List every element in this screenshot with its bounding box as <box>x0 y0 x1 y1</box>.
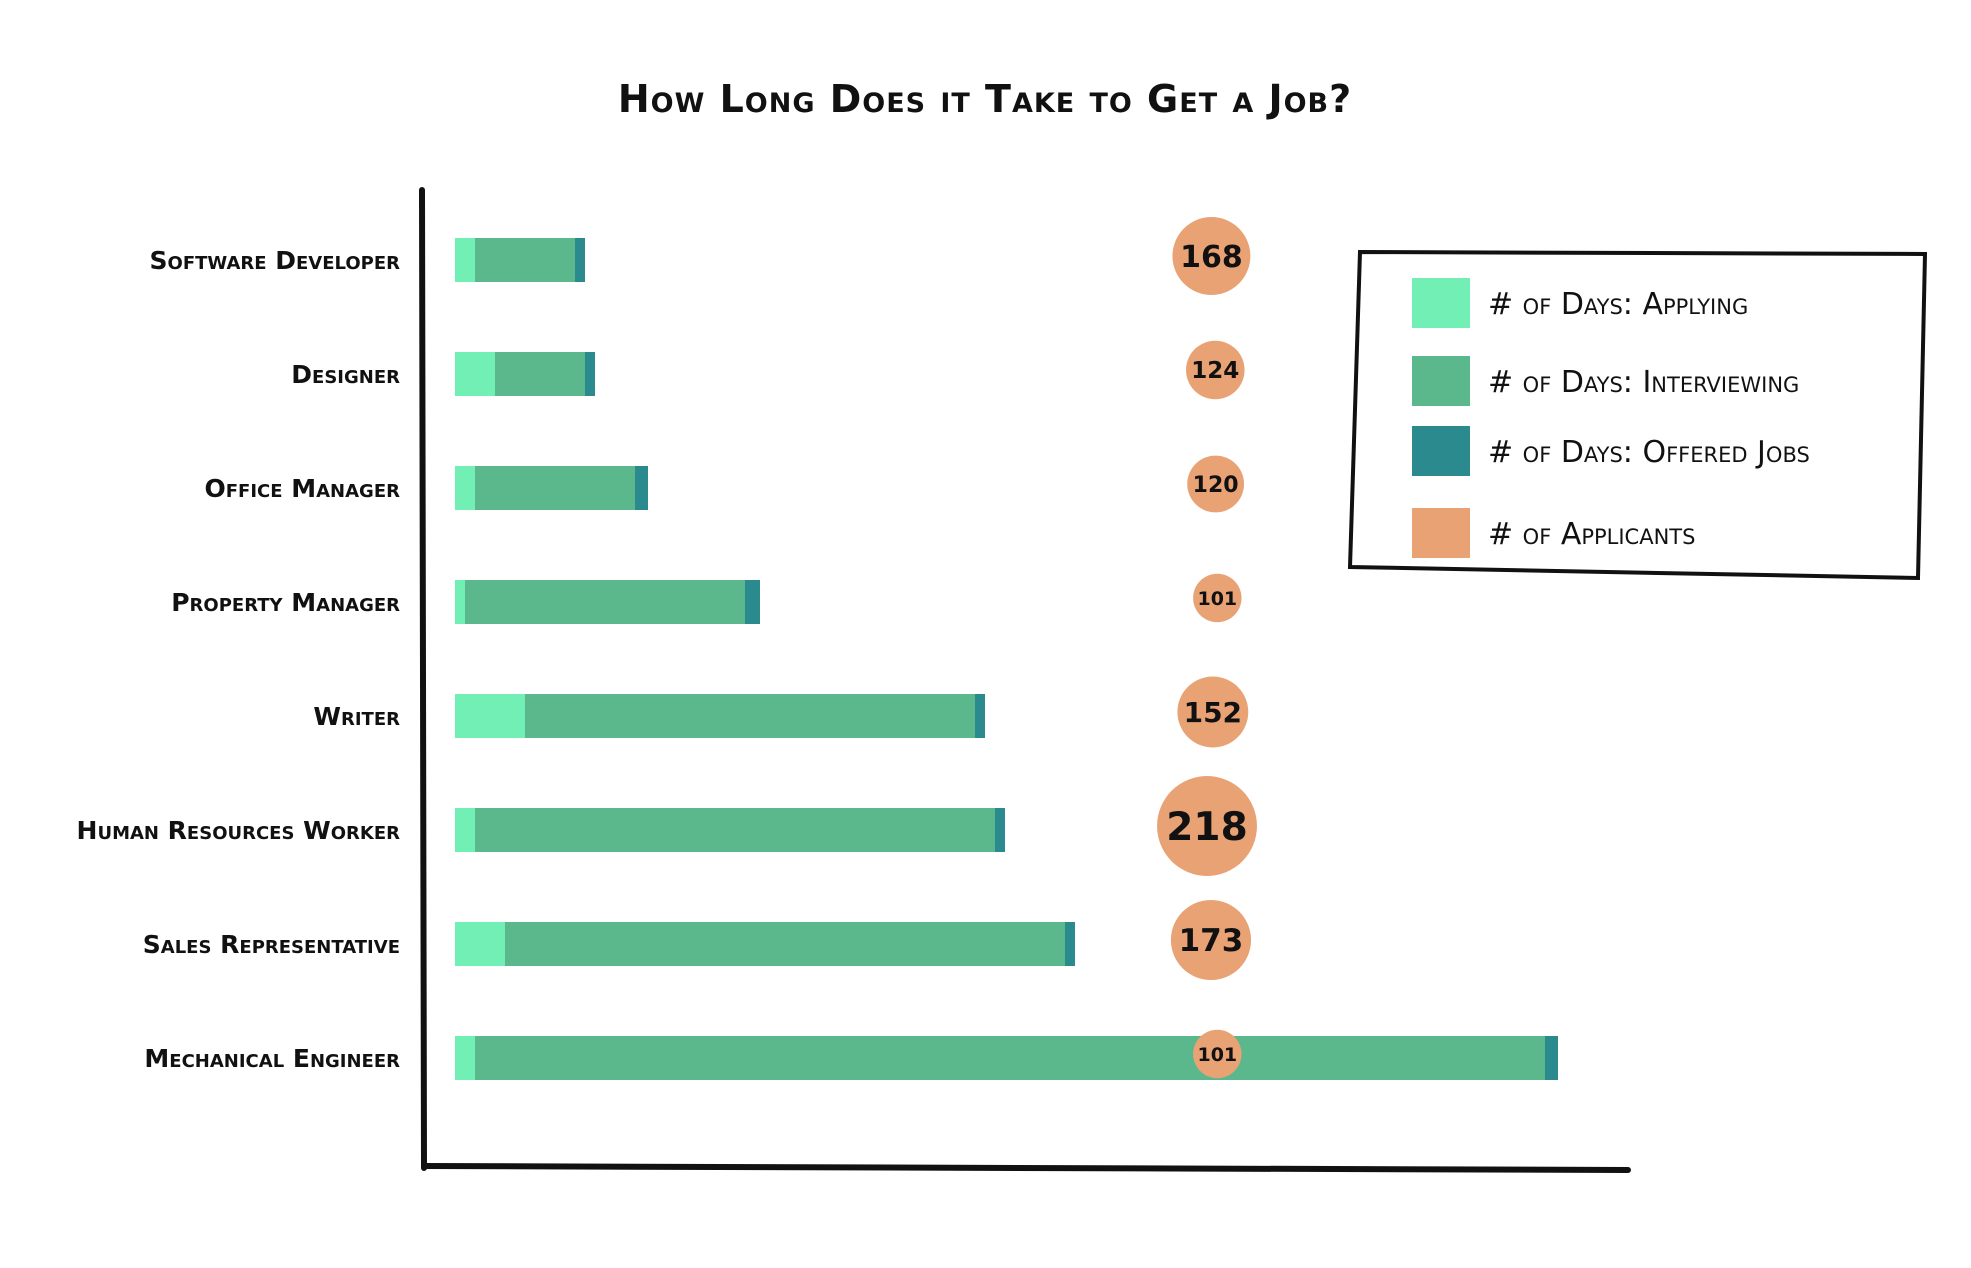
category-label: Sales Representative <box>143 930 400 959</box>
applicant-count-label: 152 <box>1184 696 1242 729</box>
bar-segment-offered <box>575 238 585 282</box>
bar-segment-interviewing <box>525 694 975 738</box>
category-label: Property Manager <box>171 588 400 617</box>
y-axis <box>419 187 427 1171</box>
bar-segment-interviewing <box>475 808 995 852</box>
bar-segment-interviewing <box>495 352 585 396</box>
legend-swatch <box>1412 426 1470 476</box>
bar-segment-offered <box>1065 922 1075 966</box>
category-label: Office Manager <box>205 474 401 503</box>
bar-segment-interviewing <box>465 580 745 624</box>
chart-title: How Long Does it Take to Get a Job? <box>618 77 1352 121</box>
bar-segment-interviewing <box>505 922 1065 966</box>
bars <box>455 238 1558 1080</box>
bar-segment-applying <box>455 922 505 966</box>
bar-segment-interviewing <box>475 238 575 282</box>
bar-segment-applying <box>455 1036 475 1080</box>
applicant-bubble <box>1170 899 1252 981</box>
bar-segment-offered <box>635 466 648 510</box>
category-label: Designer <box>291 360 400 389</box>
bar-segment-offered <box>585 352 595 396</box>
bar-segment-offered <box>745 580 760 624</box>
legend-swatch <box>1412 278 1470 328</box>
applicant-count-label: 101 <box>1197 588 1237 610</box>
bar-segment-applying <box>455 694 525 738</box>
category-label: Writer <box>313 702 400 731</box>
applicant-bubble <box>1177 676 1249 748</box>
legend-swatch <box>1412 356 1470 406</box>
applicant-bubble <box>1193 1029 1242 1079</box>
bar-segment-applying <box>455 466 475 510</box>
applicant-bubble <box>1186 340 1245 400</box>
bar-segment-offered <box>1545 1036 1558 1080</box>
legend-box <box>1347 249 1928 581</box>
applicant-count-label: 168 <box>1180 240 1243 275</box>
applicant-bubble <box>1157 776 1257 876</box>
applicant-count-label: 173 <box>1179 923 1244 959</box>
applicant-count-label: 101 <box>1197 1044 1237 1066</box>
legend-label: # of Applicants <box>1488 517 1695 552</box>
bar-segment-applying <box>455 352 495 396</box>
category-labels: Software Developer Designer Office Manager… <box>77 246 401 1073</box>
applicant-bubble <box>1172 217 1251 295</box>
bar-segment-applying <box>455 238 475 282</box>
bar-segment-applying <box>455 580 465 624</box>
legend: # of Days: Applying # of Days: Interviewi… <box>1347 249 1928 581</box>
legend-label: # of Days: Offered Jobs <box>1488 435 1810 470</box>
x-axis <box>421 1163 1631 1173</box>
applicant-bubbles: 168 124 120 101 152 218 173 101 <box>1157 217 1257 1079</box>
legend-label: # of Days: Interviewing <box>1488 365 1799 400</box>
legend-swatch <box>1412 508 1470 558</box>
category-label: Software Developer <box>150 246 401 275</box>
applicant-bubble <box>1193 573 1242 623</box>
category-label: Human Resources Worker <box>77 816 401 845</box>
applicant-count-label: 120 <box>1193 473 1239 498</box>
bar-segment-interviewing <box>475 1036 1545 1080</box>
applicant-count-label: 124 <box>1191 358 1239 384</box>
bar-segment-offered <box>995 808 1005 852</box>
category-label: Mechanical Engineer <box>144 1044 400 1073</box>
applicant-count-label: 218 <box>1166 805 1247 850</box>
bar-segment-interviewing <box>475 466 635 510</box>
bar-segment-offered <box>975 694 985 738</box>
bar-segment-applying <box>455 808 475 852</box>
applicant-bubble <box>1187 455 1245 513</box>
legend-label: # of Days: Applying <box>1488 287 1748 322</box>
